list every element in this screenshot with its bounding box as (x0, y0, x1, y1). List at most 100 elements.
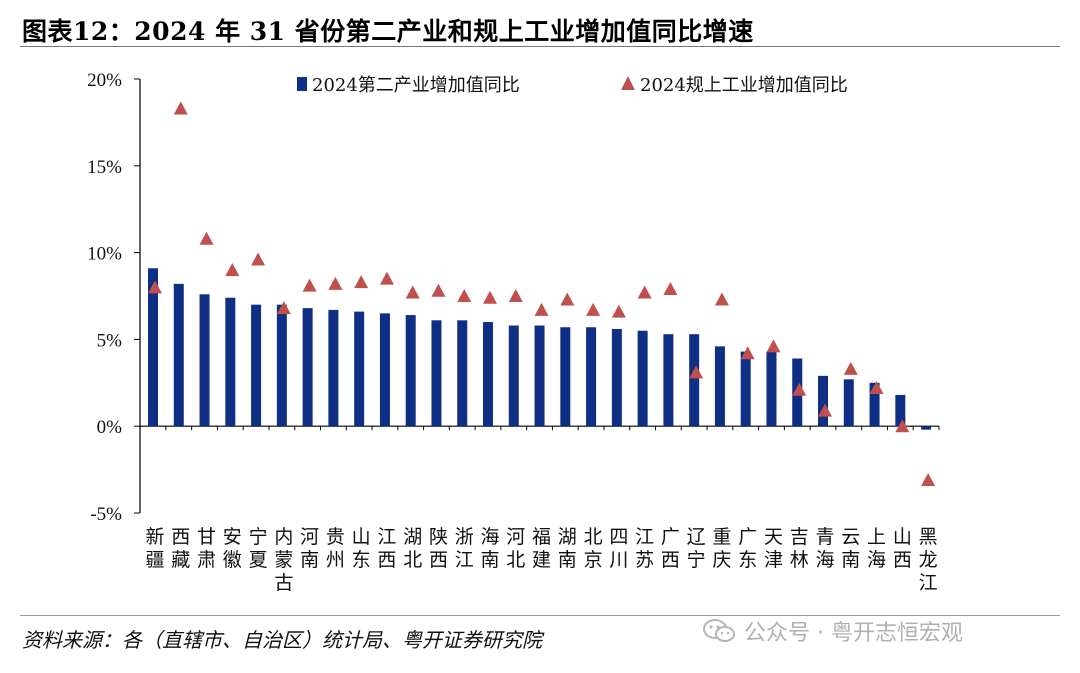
category-label: 贵州 (326, 526, 345, 571)
bar (276, 304, 287, 427)
marker (457, 289, 472, 302)
category-label: 海南 (481, 526, 500, 571)
footer-divider (20, 615, 1060, 616)
marker (921, 473, 936, 487)
category-label: 山东 (352, 526, 371, 571)
category-label: 湖北 (403, 526, 422, 571)
marker (792, 382, 807, 396)
bar-series (148, 268, 932, 430)
bar (405, 315, 416, 427)
category-label: 新疆 (145, 526, 164, 571)
bar (225, 297, 236, 427)
marker (611, 304, 626, 318)
bar (431, 320, 442, 427)
category-label: 江苏 (635, 526, 654, 571)
marker (405, 285, 420, 299)
marker (302, 278, 317, 292)
bar (663, 334, 674, 427)
bar (251, 304, 262, 427)
category-label: 广东 (738, 526, 757, 571)
bar (534, 325, 545, 427)
marker (328, 276, 343, 290)
category-label: 重庆 (712, 526, 731, 571)
bar (560, 327, 571, 427)
y-tick-label: 15% (87, 157, 122, 178)
bar (586, 327, 597, 427)
marker (869, 381, 884, 395)
marker (354, 275, 369, 289)
marker (225, 262, 240, 276)
legend-bar-swatch (297, 77, 307, 91)
bar (637, 330, 648, 427)
marker (508, 289, 523, 302)
category-label: 浙江 (455, 526, 474, 571)
watermark-text: 公众号 · 粤开志恒宏观 (744, 621, 963, 646)
bar (148, 268, 158, 427)
marker (379, 271, 394, 285)
marker (199, 231, 214, 245)
category-label: 陕西 (429, 526, 448, 571)
y-tick-label: 0% (97, 417, 123, 438)
chart-title: 图表12：2024 年 31 省份第二产业和规上工业增加值同比增速 (22, 17, 754, 46)
bar (199, 294, 210, 427)
bar (818, 375, 829, 427)
marker (586, 302, 601, 316)
category-label: 内蒙古 (274, 526, 293, 594)
marker (276, 301, 291, 315)
marker (843, 361, 858, 375)
bar (740, 351, 751, 427)
bar (173, 283, 184, 427)
bar (457, 320, 468, 427)
marker (714, 292, 729, 306)
bar (921, 426, 932, 430)
legend-bar-label: 2024第二产业增加值同比 (312, 75, 520, 96)
marker-series (148, 101, 936, 487)
bar (714, 346, 725, 427)
y-tick-label: -5% (90, 504, 122, 525)
marker (818, 403, 833, 417)
category-label: 河南 (300, 526, 319, 571)
category-label: 西藏 (171, 526, 190, 571)
marker (689, 365, 704, 379)
category-label: 广西 (661, 526, 680, 571)
legend: 2024第二产业增加值同比 2024规上工业增加值同比 (297, 75, 848, 96)
marker (663, 282, 678, 296)
category-labels: 新疆西藏甘肃安徽宁夏内蒙古河南贵州山东江西湖北陕西浙江海南河北福建湖南北京四川江… (145, 526, 937, 594)
bar (508, 325, 519, 427)
marker (251, 252, 266, 266)
category-label: 河北 (506, 526, 525, 571)
category-label: 福建 (532, 526, 551, 571)
y-tick-label: 20% (87, 70, 122, 91)
legend-marker-swatch (621, 76, 635, 90)
category-label: 黑龙江 (919, 526, 938, 594)
marker (637, 285, 652, 299)
bar (843, 379, 854, 427)
bar (379, 313, 390, 427)
marker (534, 302, 549, 316)
category-label: 宁夏 (249, 526, 268, 571)
category-label: 吉林 (790, 526, 809, 571)
category-label: 北京 (584, 526, 603, 571)
category-label: 辽宁 (687, 526, 706, 571)
category-label: 上海 (867, 526, 886, 571)
legend-marker-label: 2024规上工业增加值同比 (640, 75, 848, 96)
category-label: 山西 (893, 526, 912, 571)
title-divider (20, 46, 1060, 47)
chat-bubble-icon (703, 619, 735, 642)
marker (173, 101, 188, 115)
category-label: 湖南 (558, 526, 577, 571)
marker (431, 283, 446, 297)
bar (689, 334, 700, 427)
bar (766, 351, 777, 427)
bar (611, 328, 622, 427)
category-label: 青海 (816, 526, 835, 571)
marker (895, 419, 910, 433)
bar (895, 394, 906, 427)
category-label: 云南 (841, 526, 860, 571)
marker (766, 339, 781, 353)
bar (354, 311, 365, 427)
y-tick-label: 10% (87, 244, 122, 265)
axis-layer: 20% 15% 10% 5% 0% -5% (87, 70, 940, 525)
bar (869, 382, 880, 427)
bar (302, 308, 313, 427)
